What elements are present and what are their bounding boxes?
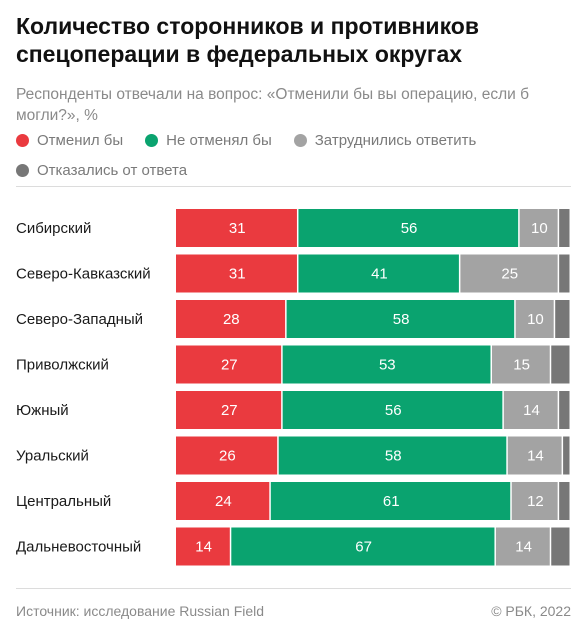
bar-segment-1 <box>231 527 495 566</box>
bar-segment-1 <box>282 345 491 384</box>
data-label: 24 <box>215 493 232 510</box>
data-label: 14 <box>515 539 532 556</box>
bar-segment-0 <box>176 300 286 338</box>
bar-segment-0 <box>176 482 270 520</box>
data-label: 58 <box>385 448 402 465</box>
data-label: 58 <box>393 311 410 328</box>
bar-segment-1 <box>286 300 515 338</box>
bar-segment-0 <box>176 345 282 384</box>
bar-segment-2 <box>515 300 554 338</box>
data-label: 67 <box>355 539 372 556</box>
bar-segment-0 <box>176 527 230 566</box>
data-label: 31 <box>229 266 246 283</box>
data-label: 15 <box>513 357 530 374</box>
data-label: 14 <box>195 539 212 556</box>
bar-segment-3 <box>555 300 570 338</box>
bar-segment-1 <box>298 254 459 293</box>
data-label: 61 <box>383 493 400 510</box>
data-label: 10 <box>531 220 548 237</box>
bar-segment-2 <box>507 436 562 475</box>
legend-row-1: Отменил бы Не отменял бы Затруднились от… <box>16 128 576 152</box>
bar-segment-2 <box>519 209 558 247</box>
bar-segment-3 <box>559 254 570 293</box>
bar-segment-3 <box>563 436 570 475</box>
bar-segment-3 <box>551 345 570 384</box>
bar-segment-2 <box>460 254 558 293</box>
bar-segment-1 <box>282 391 503 429</box>
bar-segment-0 <box>176 209 297 247</box>
category-label: Уральский <box>16 448 89 465</box>
bar-segment-1 <box>270 482 511 520</box>
copyright: © РБК, 2022 <box>491 603 571 619</box>
data-label: 26 <box>219 448 236 465</box>
data-label: 14 <box>527 448 544 465</box>
bar-segment-2 <box>511 482 558 520</box>
legend: Отменил бы Не отменял бы Затруднились от… <box>16 128 576 188</box>
source-note: Источник: исследование Russian Field <box>16 603 265 619</box>
data-label: 14 <box>523 402 540 419</box>
top-divider <box>16 186 571 187</box>
category-label: Центральный <box>16 493 111 510</box>
bar-segment-0 <box>176 254 297 293</box>
data-label: 28 <box>223 311 240 328</box>
legend-dot-refused <box>16 163 29 177</box>
legend-row-2: Отказались от ответа <box>16 158 576 182</box>
bar-segment-0 <box>176 436 278 475</box>
legend-dot-cancel <box>16 133 29 147</box>
legend-item-undecided: Затруднились ответить <box>293 131 477 149</box>
chart-title: Количество сторонников и противников спе… <box>16 13 479 67</box>
stacked-bar-chart: Сибирский 31 56 10 Северо-Кавказский 31 41 25 Се… <box>16 209 570 566</box>
category-label: Северо-Западный <box>16 311 143 328</box>
category-label: Дальневосточный <box>16 539 141 556</box>
legend-label-refused: Отказались от ответа <box>37 161 188 179</box>
category-label: Сибирский <box>16 220 91 237</box>
data-label: 53 <box>379 357 396 374</box>
bar-segment-2 <box>492 345 550 384</box>
legend-label-undecided: Затруднились ответить <box>314 131 477 149</box>
category-label: Северо-Кавказский <box>16 266 151 283</box>
bar-segment-3 <box>559 482 570 520</box>
chart-subtitle: Респонденты отвечали на вопрос: «Отменил… <box>16 86 529 124</box>
legend-item-refused: Отказались от ответа <box>16 162 187 179</box>
legend-label-not-cancel: Не отменял бы <box>166 131 272 149</box>
category-label: Южный <box>16 402 69 419</box>
bar-segment-3 <box>551 527 570 566</box>
data-label: 31 <box>229 220 246 237</box>
data-label: 25 <box>501 266 518 283</box>
data-label: 27 <box>221 357 238 374</box>
bottom-divider <box>16 588 571 589</box>
bar-segment-3 <box>559 391 570 429</box>
category-label: Приволжский <box>16 357 109 374</box>
legend-dot-not-cancel <box>145 133 159 147</box>
legend-dot-undecided <box>293 133 307 147</box>
bar-segment-3 <box>559 209 570 247</box>
legend-label-cancel: Отменил бы <box>37 131 124 149</box>
legend-item-cancel: Отменил бы <box>16 132 123 149</box>
data-label: 56 <box>401 220 418 237</box>
bar-segment-0 <box>176 391 282 429</box>
data-label: 56 <box>385 402 402 419</box>
data-label: 41 <box>371 266 388 283</box>
data-label: 12 <box>527 493 544 510</box>
data-label: 10 <box>527 311 544 328</box>
legend-item-not-cancel: Не отменял бы <box>145 132 272 149</box>
data-label: 27 <box>221 402 238 419</box>
bar-segment-1 <box>278 436 507 475</box>
bar-segment-2 <box>503 391 558 429</box>
bar-segment-2 <box>495 527 550 566</box>
bar-segment-1 <box>298 209 519 247</box>
